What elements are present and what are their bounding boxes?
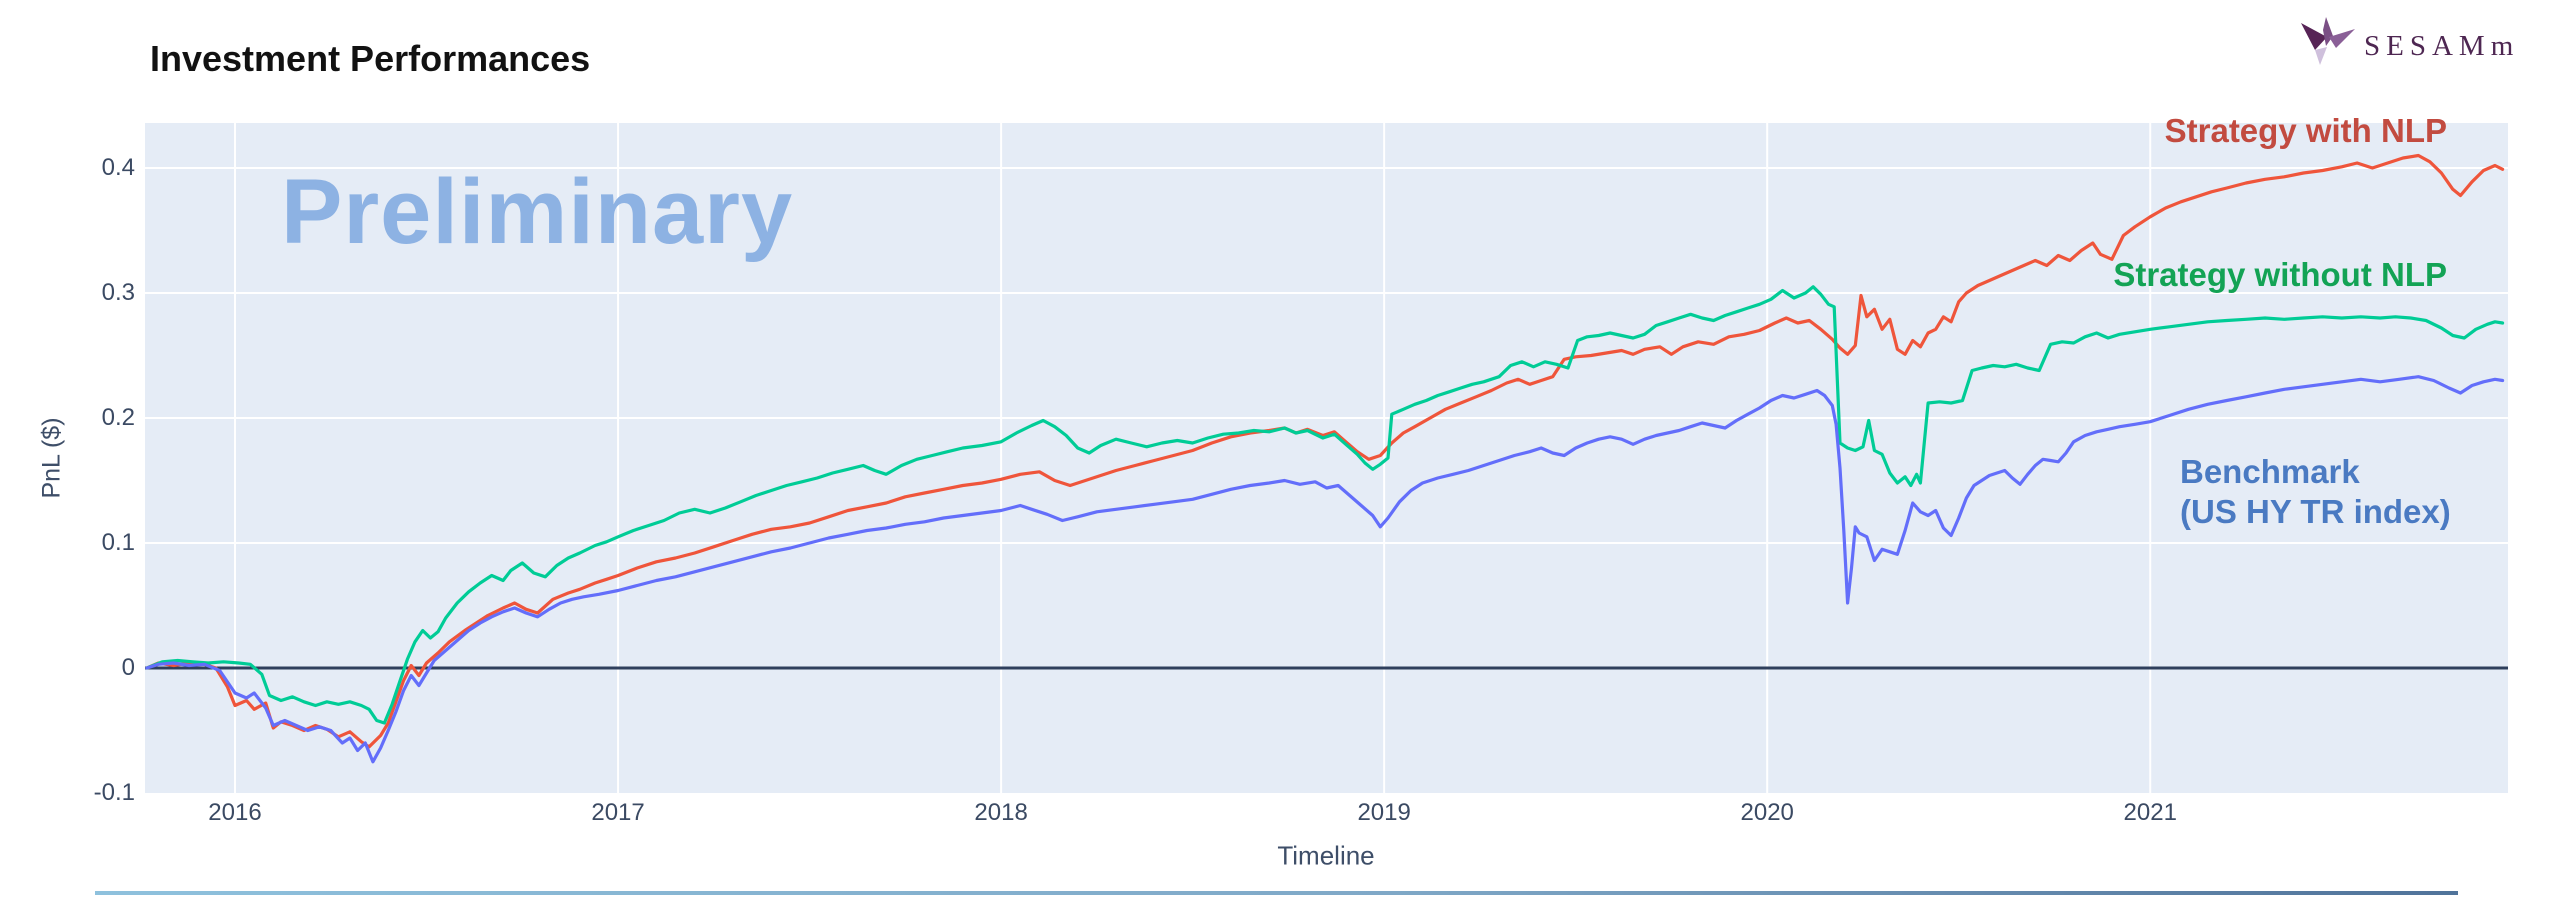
x-tick-label: 2021 — [2123, 799, 2177, 826]
sesamm-bird-icon — [2301, 17, 2355, 65]
series-line-2 — [145, 375, 2505, 764]
legend-strategy-without-nlp: Strategy without NLP — [2113, 256, 2447, 293]
legend-benchmark-line2: (US HY TR index) — [2180, 493, 2451, 530]
x-tick-label: 2017 — [591, 799, 645, 826]
series-line-0 — [145, 153, 2505, 749]
x-tick-label: 2019 — [1357, 799, 1411, 826]
y-tick-label: 0.4 — [101, 154, 135, 181]
sesamm-logo: SESAMm — [2300, 16, 2519, 66]
preliminary-watermark: Preliminary — [281, 161, 794, 263]
y-tick-label: 0.1 — [101, 529, 135, 556]
series-line-1 — [145, 285, 2505, 725]
y-tick-label: 0.3 — [101, 279, 135, 306]
x-axis-title: Timeline — [1277, 840, 1375, 871]
y-tick-label: 0 — [121, 654, 135, 681]
legend-benchmark-line1: Benchmark — [2180, 453, 2360, 490]
legend-strategy-with-nlp: Strategy with NLP — [2164, 112, 2447, 149]
x-tick-label: 2020 — [1740, 799, 1794, 826]
sesamm-brand-text: SESAMm — [2364, 29, 2520, 62]
bottom-divider — [95, 891, 2458, 895]
y-tick-label: 0.2 — [101, 404, 135, 431]
page-title: Investment Performances — [150, 38, 591, 79]
plot-area — [145, 123, 2508, 793]
x-tick-label: 2016 — [208, 799, 262, 826]
x-tick-label: 2018 — [974, 799, 1028, 826]
legend-benchmark: Benchmark (US HY TR index) — [2180, 452, 2451, 532]
y-tick-label: -0.1 — [93, 779, 135, 806]
